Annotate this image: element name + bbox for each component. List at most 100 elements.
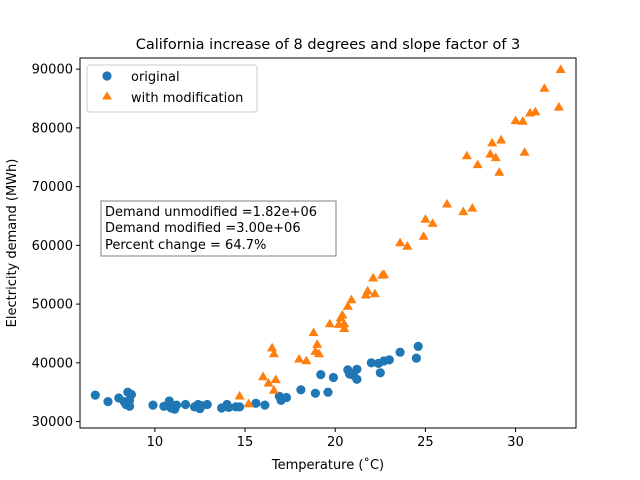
- point-with-modification-19: [339, 318, 350, 328]
- point-original-9: [148, 400, 158, 410]
- point-with-modification-4: [267, 342, 278, 352]
- annotation-line-unmodified: Demand unmodified =1.82e+06: [105, 205, 317, 220]
- point-with-modification-24: [368, 272, 379, 282]
- point-with-modification-18: [339, 323, 350, 332]
- point-with-modification-23: [362, 285, 373, 295]
- point-with-modification-38: [485, 148, 496, 158]
- y-axis-label: Electricity demand (MWh): [5, 159, 20, 328]
- point-original-0: [90, 390, 100, 400]
- x-axis: 10 15 20 25 30: [147, 428, 524, 450]
- legend-box: [86, 64, 258, 113]
- point-with-modification-33: [442, 198, 453, 208]
- point-original-14: [171, 400, 182, 410]
- point-original-30: [281, 392, 292, 403]
- y-tick-label-90000: 90000: [32, 63, 73, 78]
- point-with-modification-40: [490, 152, 501, 162]
- x-tick-label-20: 20: [327, 435, 344, 450]
- x-tick-label-25: 25: [417, 435, 434, 450]
- point-original-15: [180, 399, 191, 410]
- annotation-line-percent: Percent change = 64.7%: [105, 238, 266, 253]
- point-with-modification-50: [555, 64, 566, 73]
- point-original-26: [251, 398, 261, 408]
- point-original-48: [413, 341, 423, 351]
- point-with-modification-0: [234, 390, 245, 400]
- point-original-34: [323, 387, 333, 397]
- point-original-33: [316, 370, 326, 380]
- y-tick-label-30000: 30000: [32, 415, 73, 430]
- point-original-35: [328, 372, 338, 383]
- point-with-modification-10: [308, 327, 319, 337]
- point-with-modification-8: [294, 353, 305, 363]
- legend-marker-with-modification: [102, 91, 112, 100]
- point-original-25: [235, 402, 245, 412]
- point-with-modification-44: [517, 116, 528, 125]
- legend-label-with-modification: with modification: [131, 91, 243, 106]
- y-axis: 30000 40000 50000 60000 70000 80000 90000: [32, 63, 80, 430]
- point-with-modification-3: [263, 378, 274, 387]
- x-axis-label: Temperature (˚C): [271, 457, 384, 473]
- point-with-modification-31: [420, 214, 431, 223]
- plot-frame: [79, 57, 577, 429]
- point-with-modification-32: [427, 218, 438, 227]
- point-with-modification-36: [467, 203, 478, 212]
- x-tick-label-15: 15: [237, 435, 254, 450]
- point-original-45: [384, 355, 394, 365]
- point-with-modification-27: [378, 269, 389, 278]
- point-with-modification-47: [530, 106, 541, 116]
- point-with-modification-13: [313, 348, 324, 358]
- point-original-8: [125, 395, 135, 405]
- point-with-modification-25: [369, 288, 380, 298]
- point-with-modification-30: [418, 231, 429, 240]
- point-original-46: [395, 347, 405, 357]
- y-tick-label-70000: 70000: [32, 180, 73, 195]
- point-with-modification-48: [539, 83, 550, 92]
- point-original-1: [103, 397, 113, 407]
- plot-area: [90, 64, 566, 414]
- point-with-modification-37: [472, 159, 483, 169]
- point-with-modification-45: [519, 147, 530, 156]
- point-with-modification-43: [510, 115, 521, 125]
- point-original-41: [366, 358, 376, 368]
- point-original-39: [352, 374, 362, 384]
- point-with-modification-49: [553, 101, 564, 111]
- point-original-32: [310, 388, 320, 398]
- point-with-modification-12: [312, 339, 323, 348]
- y-tick-label-40000: 40000: [32, 356, 73, 371]
- y-tick-label-60000: 60000: [32, 239, 73, 254]
- annotation-line-modified: Demand modified =3.00e+06: [105, 221, 301, 236]
- legend-marker-original: [102, 71, 112, 81]
- x-tick-label-30: 30: [507, 435, 524, 450]
- x-tick-label-10: 10: [147, 435, 164, 450]
- point-original-20: [202, 399, 212, 410]
- point-with-modification-5: [268, 385, 279, 394]
- point-with-modification-42: [496, 134, 507, 144]
- point-with-modification-35: [461, 150, 472, 160]
- point-with-modification-21: [346, 294, 357, 304]
- point-with-modification-1: [243, 398, 254, 408]
- point-with-modification-28: [395, 237, 406, 247]
- chart-title: California increase of 8 degrees and slo…: [136, 37, 521, 53]
- point-original-47: [411, 353, 421, 363]
- point-with-modification-41: [494, 167, 505, 176]
- point-with-modification-29: [402, 241, 413, 250]
- point-with-modification-20: [342, 301, 353, 310]
- y-tick-label-50000: 50000: [32, 298, 73, 313]
- point-with-modification-7: [270, 374, 281, 384]
- point-with-modification-6: [268, 348, 279, 358]
- y-tick-label-80000: 80000: [32, 121, 73, 136]
- point-with-modification-39: [487, 137, 498, 147]
- point-with-modification-34: [458, 206, 469, 216]
- point-original-11: [164, 396, 174, 406]
- point-original-31: [296, 385, 306, 395]
- point-original-27: [260, 400, 270, 410]
- point-original-43: [375, 368, 385, 378]
- point-original-23: [224, 402, 234, 412]
- point-original-40: [352, 364, 362, 374]
- annotation-frame: [100, 200, 337, 257]
- legend: original with modification: [86, 64, 258, 113]
- legend-label-original: original: [131, 70, 180, 85]
- point-with-modification-2: [258, 371, 269, 381]
- point-with-modification-9: [301, 355, 312, 365]
- annotation-box: Demand unmodified =1.82e+06 Demand modif…: [100, 200, 337, 257]
